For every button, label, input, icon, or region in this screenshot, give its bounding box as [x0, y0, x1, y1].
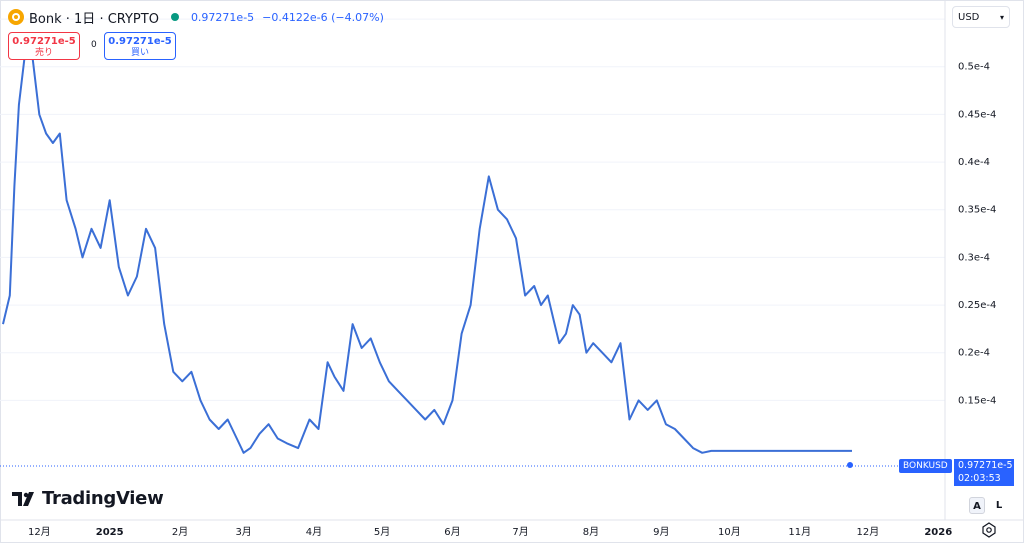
sell-label: 売り	[34, 48, 53, 58]
x-tick-label: 5月	[374, 526, 390, 538]
x-tick-label: 8月	[583, 526, 599, 538]
symbol-price-label: BONKUSD	[899, 459, 952, 473]
last-price-dot	[847, 462, 853, 468]
sell-price: 0.97271e-5	[12, 36, 76, 47]
x-tick-label: 12月	[28, 526, 51, 538]
x-tick-label: 9月	[653, 526, 669, 538]
tradingview-logo-icon	[12, 491, 34, 506]
gear-icon[interactable]	[981, 522, 997, 538]
market-status-dot	[170, 13, 179, 21]
buy-price: 0.97271e-5	[108, 36, 172, 47]
x-tick-label: 10月	[718, 526, 741, 538]
y-tick-label: 0.35e-4	[958, 205, 996, 216]
price-tag-value: 0.97271e-5	[958, 460, 1013, 471]
tradingview-logo[interactable]: TradingView	[12, 488, 164, 509]
sell-button[interactable]: 0.97271e-5 売り	[8, 32, 80, 60]
y-tick-label: 0.3e-4	[958, 252, 990, 263]
x-tick-label: 6月	[444, 526, 460, 538]
currency-value: USD	[958, 11, 980, 23]
x-tick-label: 7月	[512, 526, 528, 538]
log-scale-button[interactable]: L	[995, 500, 1003, 511]
y-tick-label: 0.45e-4	[958, 109, 996, 120]
x-tick-label: 4月	[306, 526, 322, 538]
symbol-header: Bonk · 1日 · CRYPTO 0.97271e-5 −0.4122e-6…	[8, 8, 384, 27]
bar-countdown: 02:03:53	[958, 473, 1001, 484]
x-tick-label: 2025	[96, 527, 124, 538]
buy-button[interactable]: 0.97271e-5 買い	[104, 32, 176, 60]
chevron-down-icon: ▾	[999, 12, 1004, 22]
y-tick-label: 0.4e-4	[958, 157, 990, 168]
y-tick-label: 0.2e-4	[958, 348, 990, 359]
y-tick-label: 0.25e-4	[958, 300, 996, 311]
x-tick-label: 2026	[924, 527, 952, 538]
spread-value: 0	[91, 40, 97, 50]
last-price-tag: 0.97271e-5 02:03:53	[954, 459, 1014, 486]
y-tick-label: 0.15e-4	[958, 395, 996, 406]
auto-scale-button[interactable]: A	[969, 497, 985, 514]
logo-text: TradingView	[42, 488, 164, 509]
x-tick-label: 12月	[857, 526, 880, 538]
currency-select[interactable]: USD ▾	[952, 6, 1010, 28]
x-tick-label: 3月	[235, 526, 251, 538]
buy-label: 買い	[130, 48, 149, 58]
x-tick-label: 2月	[172, 526, 188, 538]
bonk-coin-icon[interactable]	[8, 9, 24, 25]
x-tick-label: 11月	[788, 526, 811, 538]
price-series-line[interactable]	[2, 46, 852, 454]
y-tick-label: 0.5e-4	[958, 62, 990, 73]
symbol-title[interactable]: Bonk · 1日 · CRYPTO	[29, 11, 159, 27]
last-price-text: 0.97271e-5	[190, 10, 255, 24]
price-change-text: −0.4122e-6 (−4.07%)	[262, 10, 384, 24]
